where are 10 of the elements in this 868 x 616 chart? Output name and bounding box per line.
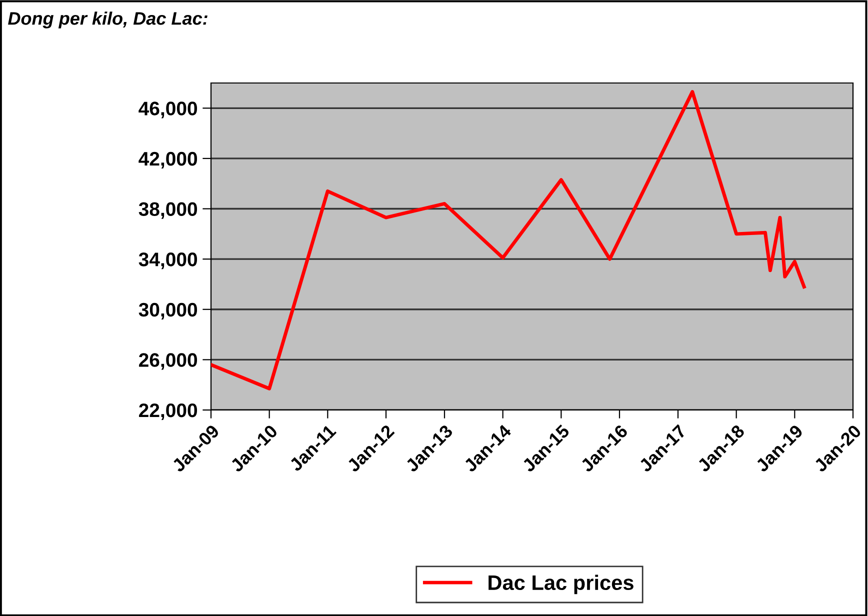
- y-tick-label: 30,000: [138, 302, 198, 320]
- y-tick-label: 46,000: [138, 102, 198, 118]
- y-tick-label: 26,000: [139, 353, 198, 370]
- y-tick-label: 34,000: [138, 252, 198, 270]
- legend-label: Dac Lac prices: [488, 574, 634, 594]
- line-series: [211, 90, 806, 390]
- y-tick-label: 22,000: [139, 403, 198, 420]
- y-tick-label: 38,000: [138, 202, 198, 219]
- y-tick-label: 42,000: [138, 152, 198, 169]
- chart-title: Dong per kilo, Dac Lac:: [8, 12, 208, 28]
